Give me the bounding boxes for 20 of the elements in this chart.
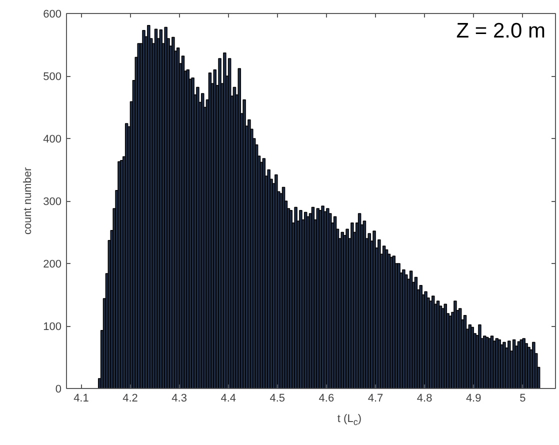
y-tick-label: 0 bbox=[55, 384, 62, 396]
x-tick-label: 5 bbox=[520, 392, 526, 404]
y-tick-label: 200 bbox=[43, 258, 62, 270]
x-axis-title: t (L$_{c}$) bbox=[337, 412, 362, 430]
x-tick-label: 4.7 bbox=[368, 392, 384, 404]
x-tick-label: 4.9 bbox=[466, 392, 482, 404]
y-tick-label: 600 bbox=[43, 8, 62, 20]
x-tick-label: 4.3 bbox=[172, 392, 187, 404]
y-tick-label: 400 bbox=[43, 134, 62, 146]
annotation: Z = 2.0 m bbox=[456, 20, 546, 42]
x-tick-label: 4.8 bbox=[416, 392, 432, 404]
x-tick-label: 4.1 bbox=[74, 392, 89, 404]
x-tick-label: 4.2 bbox=[122, 392, 138, 404]
y-tick-label: 100 bbox=[43, 321, 62, 333]
x-tick-label: 4.6 bbox=[318, 392, 334, 404]
y-tick-label: 500 bbox=[43, 71, 62, 83]
y-axis-title: count number bbox=[22, 167, 34, 235]
x-tick-label: 4.4 bbox=[220, 392, 236, 404]
x-tick-label: 4.5 bbox=[270, 392, 286, 404]
y-tick-label: 300 bbox=[43, 196, 62, 208]
